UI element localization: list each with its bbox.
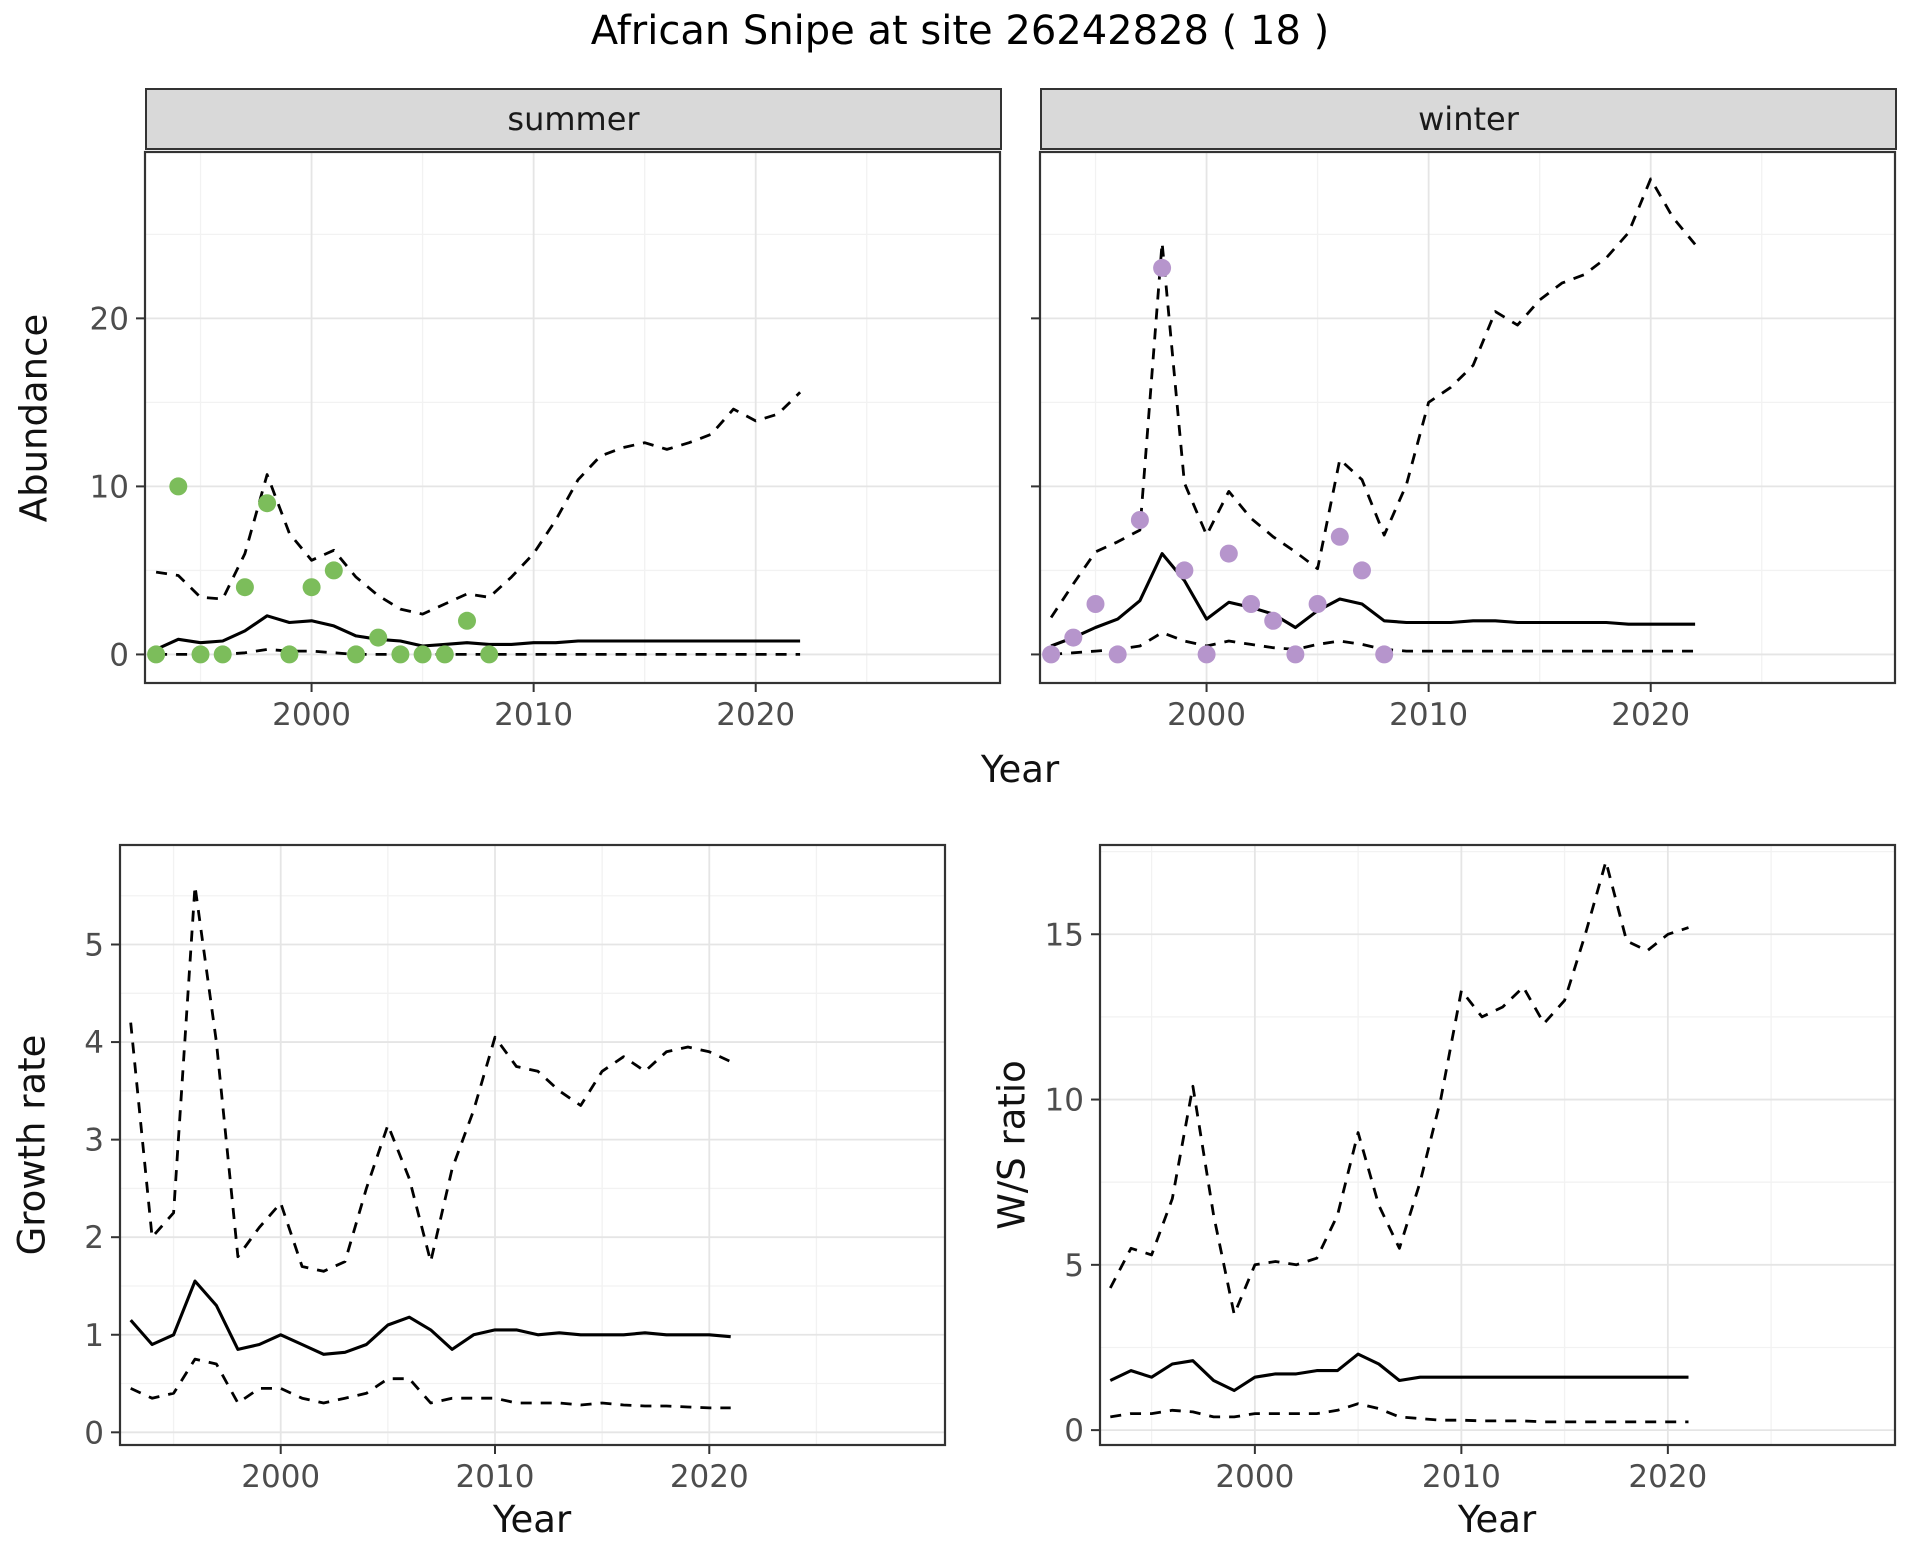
x-tick-label: 2010 xyxy=(456,1459,535,1495)
observation-point xyxy=(413,645,432,664)
series-lower_ci-line xyxy=(1110,1402,1689,1424)
observation-point xyxy=(1219,544,1238,563)
panel-background xyxy=(145,152,1000,683)
observation-point xyxy=(1242,595,1260,613)
panel-abundance-summer: 2000 2010 2020 0 10 20 xyxy=(90,150,1002,733)
series-mean-line xyxy=(1109,1352,1689,1393)
panel-abundance-winter: 2000 2010 2020 xyxy=(1031,150,1897,733)
x-tick-label: 2000 xyxy=(1215,1459,1294,1495)
observation-point xyxy=(369,628,388,647)
y-tick-label: 0 xyxy=(109,637,129,673)
y-tick-label: 0 xyxy=(84,1415,104,1451)
x-tick-label: 2020 xyxy=(670,1459,749,1495)
x-tick-label: 2010 xyxy=(1389,697,1468,733)
observation-point xyxy=(347,645,365,664)
y-tick-label: 2 xyxy=(84,1220,104,1256)
panel-border xyxy=(1098,843,1897,1447)
series-mean-line xyxy=(1050,552,1696,648)
observation-point xyxy=(302,578,321,597)
y-axis-label-abundance: Abundance xyxy=(12,313,56,523)
y-tick-label: 3 xyxy=(84,1123,104,1159)
observation-point xyxy=(1264,611,1283,630)
observation-point xyxy=(1086,595,1105,613)
x-axis-label-year-growth: Year xyxy=(492,1498,572,1541)
y-tick-label: 1 xyxy=(84,1318,104,1354)
panel-border xyxy=(143,150,1002,685)
series-upper_ci-line xyxy=(1049,177,1697,619)
observation-point xyxy=(1286,645,1305,664)
panel-background xyxy=(120,845,945,1445)
x-tick-label: 2020 xyxy=(1628,1459,1707,1495)
observation-point xyxy=(480,645,499,664)
panel-growth-rate: 2000 2010 2020 0 1 2 3 4 5 xyxy=(84,843,947,1495)
y-tick-label: 0 xyxy=(1064,1413,1084,1449)
observation-point xyxy=(1353,561,1371,580)
x-axis-label-year-top: Year xyxy=(980,748,1060,791)
series-lower_ci-line xyxy=(130,1357,731,1410)
y-tick-label: 5 xyxy=(1064,1248,1084,1284)
y-tick-label: 20 xyxy=(90,301,129,337)
panel-border xyxy=(118,843,947,1447)
series-upper_ci-line xyxy=(1109,860,1689,1316)
observation-point xyxy=(1330,527,1349,546)
observation-point xyxy=(169,477,188,496)
observation-point xyxy=(1175,561,1194,580)
y-tick-label: 5 xyxy=(84,928,104,964)
observation-point xyxy=(435,645,454,664)
facet-label-summer: summer xyxy=(507,100,640,138)
observation-point xyxy=(1108,645,1127,664)
observation-point xyxy=(280,645,299,664)
panel-border xyxy=(1038,150,1897,685)
observation-point xyxy=(191,645,210,664)
observation-point xyxy=(1197,645,1216,664)
observation-point xyxy=(1042,645,1061,664)
observation-point xyxy=(458,611,476,630)
facet-strip-summer: summer xyxy=(145,88,1002,150)
observation-point xyxy=(1064,628,1083,647)
observation-point xyxy=(324,561,343,580)
y-tick-label: 4 xyxy=(84,1025,104,1061)
observation-point xyxy=(258,494,277,513)
series-mean-line xyxy=(155,614,801,651)
series-lower_ci-line xyxy=(156,647,801,656)
series-upper_ci-line xyxy=(155,391,802,616)
panel-background xyxy=(1040,152,1895,683)
y-tick-label: 15 xyxy=(1045,917,1084,953)
observation-point xyxy=(1375,645,1394,664)
x-tick-label: 2020 xyxy=(716,697,795,733)
series-mean-line xyxy=(129,1279,731,1356)
observation-point xyxy=(1153,258,1172,277)
facet-strip-winter: winter xyxy=(1040,88,1897,150)
x-tick-label: 2010 xyxy=(494,697,573,733)
x-tick-label: 2000 xyxy=(272,697,351,733)
observation-point xyxy=(1130,511,1149,529)
panel-ws-ratio: 2000 2010 2020 0 5 10 15 xyxy=(1045,843,1897,1495)
observation-point xyxy=(213,645,232,664)
series-lower_ci-line xyxy=(1050,631,1696,656)
y-tick-label: 10 xyxy=(1045,1083,1084,1119)
observation-point xyxy=(147,645,166,664)
panel-background xyxy=(1100,845,1895,1445)
observation-point xyxy=(1308,595,1327,613)
x-tick-label: 2010 xyxy=(1422,1459,1501,1495)
figure-title: African Snipe at site 26242828 ( 18 ) xyxy=(590,8,1330,54)
x-axis-label-year-ratio: Year xyxy=(1457,1498,1537,1541)
x-tick-label: 2020 xyxy=(1611,697,1690,733)
observation-point xyxy=(235,578,254,597)
facet-label-winter: winter xyxy=(1418,100,1519,138)
y-tick-label: 10 xyxy=(90,469,129,505)
x-tick-label: 2000 xyxy=(1167,697,1246,733)
x-tick-label: 2000 xyxy=(241,1459,320,1495)
observation-point xyxy=(391,645,410,664)
